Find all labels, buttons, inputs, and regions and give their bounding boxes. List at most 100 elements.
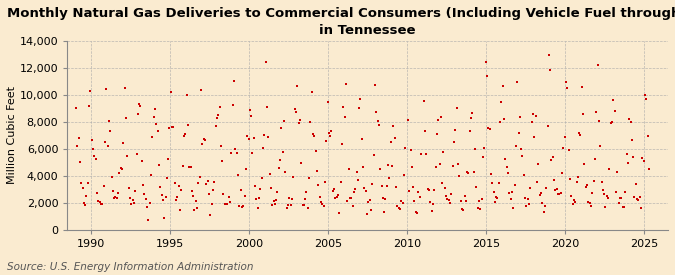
- Point: [633, 198, 644, 202]
- Point: [288, 175, 299, 179]
- Point: [568, 198, 579, 202]
- Point: [618, 205, 629, 209]
- Point: [287, 197, 298, 201]
- Point: [125, 196, 136, 200]
- Point: [485, 172, 496, 176]
- Point: [458, 207, 468, 212]
- Point: [155, 185, 165, 190]
- Point: [210, 124, 221, 129]
- Point: [525, 186, 536, 191]
- Point: [131, 152, 142, 156]
- Point: [348, 190, 359, 194]
- Point: [250, 184, 261, 188]
- Point: [467, 111, 478, 116]
- Point: [466, 116, 477, 120]
- Point: [134, 102, 144, 106]
- Point: [570, 200, 580, 205]
- Point: [475, 207, 486, 211]
- Point: [409, 199, 420, 203]
- Point: [373, 123, 384, 128]
- Point: [284, 196, 295, 200]
- Point: [272, 190, 283, 194]
- Point: [327, 189, 338, 193]
- Point: [84, 104, 95, 108]
- Point: [271, 198, 281, 202]
- Point: [326, 128, 337, 133]
- Point: [516, 147, 526, 152]
- Point: [400, 146, 410, 150]
- Point: [86, 138, 97, 142]
- Point: [612, 170, 623, 174]
- Point: [89, 153, 100, 158]
- Point: [99, 139, 110, 144]
- Point: [142, 205, 153, 210]
- Point: [200, 138, 211, 142]
- Point: [381, 183, 392, 188]
- Point: [614, 201, 624, 205]
- Point: [261, 59, 271, 64]
- Point: [322, 100, 333, 104]
- Point: [478, 155, 489, 160]
- Point: [110, 195, 121, 199]
- Point: [73, 136, 84, 140]
- Point: [153, 163, 164, 167]
- Point: [560, 135, 570, 140]
- Point: [510, 144, 521, 148]
- Point: [80, 203, 90, 207]
- Point: [173, 183, 184, 188]
- Point: [81, 194, 92, 199]
- Point: [593, 119, 604, 123]
- Point: [557, 171, 568, 175]
- Point: [294, 118, 305, 122]
- Point: [207, 202, 217, 207]
- Point: [450, 127, 461, 132]
- Point: [105, 129, 115, 134]
- Point: [290, 109, 301, 114]
- Point: [533, 162, 543, 167]
- Point: [176, 188, 187, 192]
- Point: [355, 97, 366, 101]
- Point: [489, 200, 500, 205]
- Point: [211, 116, 222, 120]
- Point: [264, 171, 275, 176]
- Point: [601, 194, 612, 198]
- Point: [459, 194, 470, 198]
- Point: [596, 180, 607, 184]
- Point: [416, 152, 427, 156]
- Point: [227, 103, 238, 108]
- Point: [186, 189, 197, 193]
- Point: [197, 142, 208, 147]
- Point: [425, 200, 435, 204]
- Point: [140, 197, 151, 202]
- Point: [556, 191, 566, 195]
- Point: [616, 195, 626, 200]
- Point: [315, 195, 325, 199]
- Point: [448, 164, 458, 169]
- Point: [115, 165, 126, 170]
- Point: [232, 151, 242, 155]
- Point: [492, 196, 503, 200]
- Point: [610, 109, 620, 113]
- Point: [488, 189, 499, 194]
- Point: [207, 188, 218, 192]
- Point: [358, 165, 369, 169]
- Point: [96, 202, 107, 206]
- Point: [151, 122, 162, 126]
- Point: [175, 208, 186, 212]
- Point: [500, 157, 511, 161]
- Point: [423, 187, 433, 191]
- Point: [273, 166, 284, 171]
- Point: [364, 198, 375, 203]
- Point: [503, 170, 514, 175]
- Point: [439, 186, 450, 190]
- Point: [371, 110, 381, 115]
- Point: [372, 119, 383, 124]
- Point: [414, 194, 425, 199]
- Point: [354, 106, 364, 110]
- Point: [169, 181, 180, 185]
- Point: [359, 186, 370, 190]
- Point: [614, 196, 625, 200]
- Point: [240, 167, 251, 172]
- Point: [431, 132, 442, 137]
- Point: [545, 68, 556, 72]
